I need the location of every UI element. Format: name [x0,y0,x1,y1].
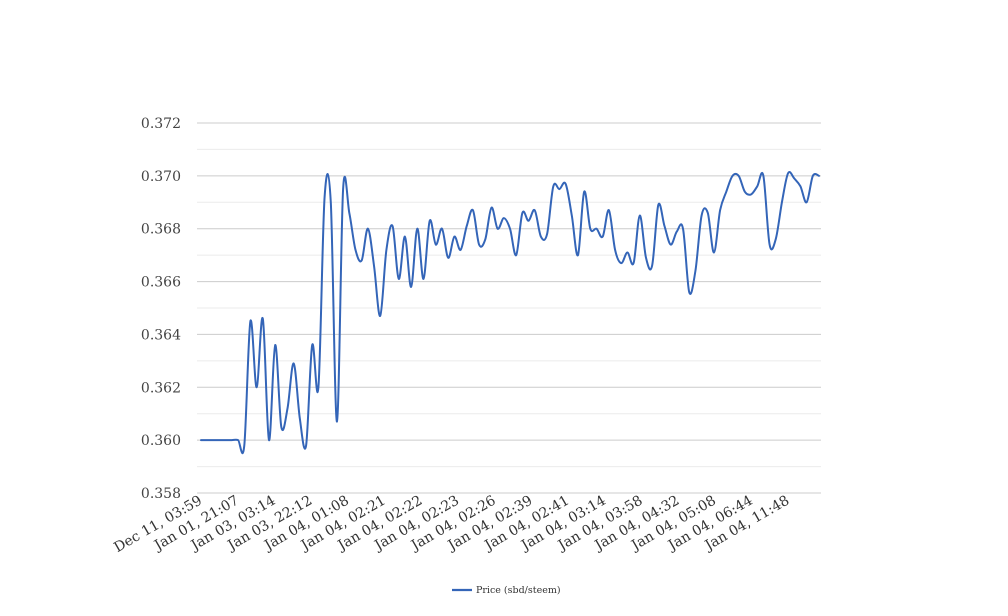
y-tick-label: 0.358 [141,486,181,502]
legend: Price (sbd/steem) [452,585,561,596]
y-tick-label: 0.372 [141,116,181,132]
y-tick-label: 0.364 [141,327,181,343]
y-tick-label: 0.370 [141,169,181,185]
y-tick-label: 0.368 [141,222,181,238]
y-tick-label: 0.362 [141,380,181,396]
y-axis-ticks: 0.358 0.360 0.362 0.364 0.366 0.368 0.370 0.372 [141,116,181,502]
grid [197,122,821,494]
y-tick-label: 0.360 [141,433,181,449]
series-layer [200,171,820,455]
y-tick-label: 0.366 [141,275,181,291]
legend-label: Price (sbd/steem) [476,585,561,596]
series-line-price [200,171,820,455]
